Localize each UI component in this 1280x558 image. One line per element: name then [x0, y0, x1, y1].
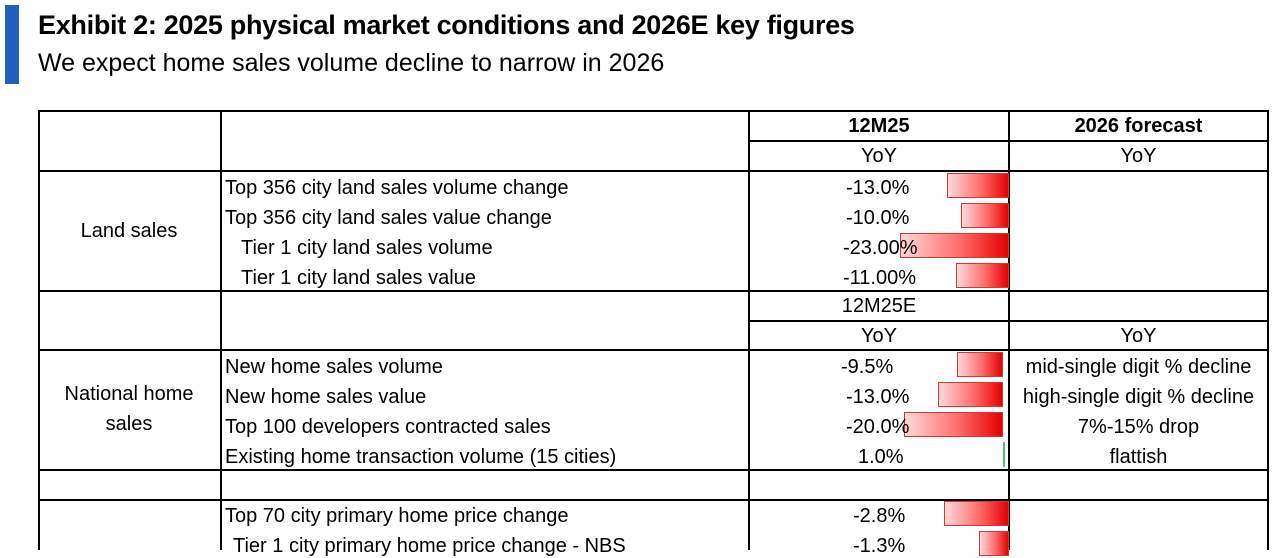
market-conditions-table: 12M25 2026 forecast YoY YoY Land sales T…: [38, 110, 1269, 557]
row-label: New home sales value: [225, 386, 427, 408]
bar-new-home-volume: [957, 352, 1003, 377]
row-value: -13.0%: [846, 177, 910, 199]
row-label: New home sales volume: [225, 356, 443, 378]
rule: [220, 110, 222, 550]
row-label: Tier 1 city land sales value: [241, 267, 476, 289]
exhibit-subtitle: We expect home sales volume decline to n…: [38, 49, 665, 77]
col-header-yoy-forecast-2: YoY: [1120, 325, 1157, 347]
bar-land-volume: [947, 173, 1009, 198]
col-header-yoy-2: YoY: [861, 325, 897, 347]
rule: [750, 140, 1269, 142]
col-header-yoy: YoY: [861, 145, 897, 167]
rule: [38, 290, 1269, 292]
rule: [38, 499, 1269, 501]
row-label: Tier 1 city land sales volume: [241, 237, 493, 259]
row-value: -13.0%: [846, 386, 910, 408]
row-value: -11.00%: [843, 267, 917, 289]
col-header-12m25e: 12M25E: [841, 295, 917, 317]
row-forecast: mid-single digit % decline: [1025, 356, 1252, 378]
rule: [38, 469, 1269, 471]
row-label: Existing home transaction volume (15 cit…: [225, 446, 617, 468]
rule: [38, 349, 1269, 351]
bar-land-value: [961, 203, 1009, 228]
rule: [38, 110, 1269, 112]
bar-existing-home-volume: [1003, 442, 1005, 467]
col-header-yoy-forecast: YoY: [1120, 145, 1157, 167]
row-label: Tier 1 city primary home price change - …: [233, 535, 626, 557]
row-value: -1.3%: [853, 535, 906, 557]
rule: [38, 110, 40, 550]
group-national-home-sales-line2: sales: [105, 413, 153, 435]
group-national-home-sales-line1: National home: [64, 383, 194, 405]
row-forecast: high-single digit % decline: [1022, 386, 1255, 408]
row-forecast: 7%-15% drop: [1077, 416, 1200, 438]
accent-bar: [5, 5, 19, 84]
bar-top70-price: [944, 501, 1009, 526]
rule: [38, 170, 1269, 172]
row-value: 1.0%: [858, 446, 904, 468]
rule: [750, 320, 1269, 322]
row-value: -23.00%: [843, 237, 918, 259]
row-value: -10.0%: [846, 207, 910, 229]
row-value: -9.5%: [841, 356, 894, 378]
row-label: Top 356 city land sales value change: [225, 207, 552, 229]
row-label: Top 356 city land sales volume change: [225, 177, 569, 199]
exhibit-title: Exhibit 2: 2025 physical market conditio…: [38, 10, 855, 40]
bar-tier1-price: [979, 531, 1009, 556]
rule: [748, 110, 750, 550]
rule: [1267, 110, 1269, 550]
row-value: -2.8%: [853, 505, 906, 527]
bar-top100-developers: [904, 412, 1003, 437]
bar-tier1-land-value: [956, 263, 1009, 288]
row-value: -20.0%: [846, 416, 910, 438]
col-header-12m25: 12M25: [848, 115, 910, 137]
row-forecast: flattish: [1109, 446, 1168, 468]
bar-new-home-value: [938, 382, 1003, 407]
group-land-sales: Land sales: [80, 220, 178, 242]
row-label: Top 70 city primary home price change: [225, 505, 569, 527]
bar-tier1-land-volume: [900, 233, 1009, 258]
col-header-2026-forecast: 2026 forecast: [1074, 115, 1203, 137]
rule: [1008, 110, 1010, 550]
row-label: Top 100 developers contracted sales: [225, 416, 551, 438]
